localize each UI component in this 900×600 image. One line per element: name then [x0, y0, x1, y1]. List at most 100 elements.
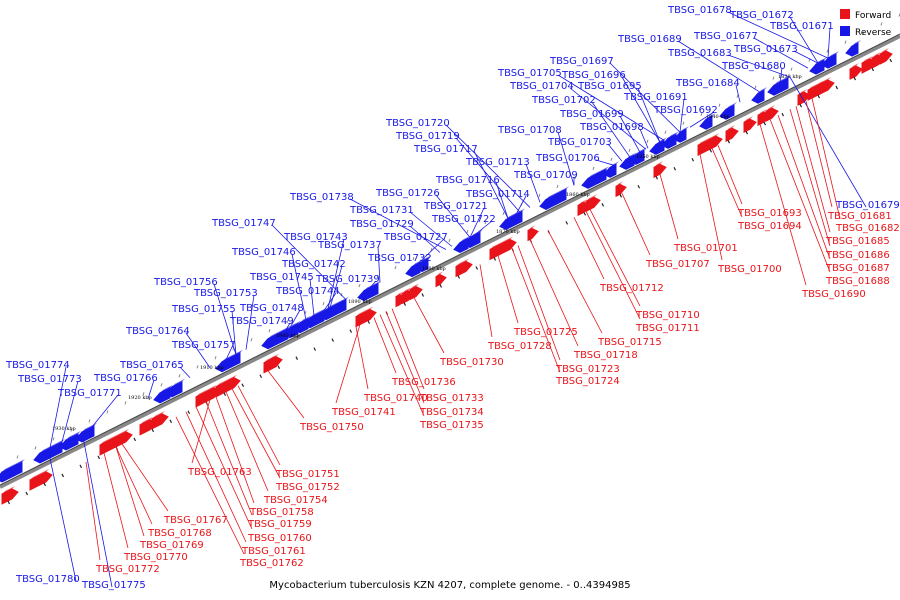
forward-gene-29[interactable]	[765, 107, 779, 122]
forward-gene-label[interactable]: TBSG_01723	[555, 364, 620, 375]
forward-gene-label[interactable]: TBSG_01728	[487, 341, 552, 352]
forward-gene-label[interactable]: TBSG_01715	[597, 337, 662, 348]
reverse-gene-label[interactable]: TBSG_01709	[513, 170, 578, 181]
reverse-gene-label[interactable]: TBSG_01765	[119, 360, 184, 371]
forward-gene-32[interactable]	[817, 79, 835, 96]
reverse-gene-label[interactable]: TBSG_01706	[535, 153, 600, 164]
reverse-gene-label[interactable]: TBSG_01738	[289, 192, 354, 203]
forward-gene-27[interactable]	[743, 118, 757, 133]
reverse-gene-label[interactable]: TBSG_01705	[497, 68, 562, 79]
reverse-gene-label[interactable]: TBSG_01719	[395, 131, 460, 142]
forward-gene-label[interactable]: TBSG_01761	[241, 546, 306, 557]
forward-gene-4[interactable]	[151, 413, 169, 430]
reverse-gene-label[interactable]: TBSG_01743	[283, 232, 348, 243]
forward-gene-label[interactable]: TBSG_01735	[419, 420, 484, 431]
reverse-gene-label[interactable]: TBSG_01684	[675, 78, 740, 89]
reverse-gene-label[interactable]: TBSG_01696	[561, 70, 626, 81]
forward-gene-1[interactable]	[29, 471, 53, 491]
reverse-gene-label[interactable]: TBSG_01748	[239, 303, 304, 314]
reverse-gene-8[interactable]	[261, 327, 289, 350]
forward-gene-label[interactable]: TBSG_01700	[717, 264, 782, 275]
reverse-gene-32[interactable]	[719, 104, 735, 120]
reverse-gene-label[interactable]: TBSG_01756	[153, 277, 218, 288]
reverse-gene-label[interactable]: TBSG_01774	[5, 360, 70, 371]
reverse-gene-label[interactable]: TBSG_01699	[559, 109, 624, 120]
reverse-gene-label[interactable]: TBSG_01689	[617, 34, 682, 45]
reverse-gene-label[interactable]: TBSG_01755	[171, 304, 236, 315]
reverse-gene-2[interactable]	[59, 433, 79, 451]
reverse-gene-label[interactable]: TBSG_01720	[385, 118, 450, 129]
forward-gene-label[interactable]: TBSG_01760	[247, 533, 312, 544]
reverse-gene-label[interactable]: TBSG_01726	[375, 188, 440, 199]
forward-gene-label[interactable]: TBSG_01682	[835, 223, 900, 234]
forward-gene-label[interactable]: TBSG_01710	[635, 310, 700, 321]
forward-gene-label[interactable]: TBSG_01752	[275, 482, 340, 493]
reverse-gene-4[interactable]	[153, 387, 171, 404]
forward-gene-label[interactable]: TBSG_01754	[263, 495, 328, 506]
reverse-gene-29[interactable]	[661, 133, 677, 149]
reverse-gene-label[interactable]: TBSG_01677	[693, 31, 758, 42]
forward-gene-label[interactable]: TBSG_01762	[239, 558, 304, 569]
reverse-gene-label[interactable]: TBSG_01742	[281, 259, 346, 270]
forward-gene-label[interactable]: TBSG_01690	[801, 289, 866, 300]
reverse-gene-label[interactable]: TBSG_01704	[509, 81, 574, 92]
forward-gene-26[interactable]	[725, 127, 739, 143]
reverse-gene-label[interactable]: TBSG_01717	[413, 144, 478, 155]
forward-gene-label[interactable]: TBSG_01751	[275, 469, 340, 480]
forward-gene-label[interactable]: TBSG_01763	[187, 467, 252, 478]
forward-gene-22[interactable]	[615, 183, 627, 198]
reverse-gene-label[interactable]: TBSG_01697	[549, 56, 614, 67]
reverse-gene-31[interactable]	[699, 115, 713, 130]
reverse-gene-label[interactable]: TBSG_01671	[769, 21, 834, 32]
forward-gene-label[interactable]: TBSG_01687	[825, 263, 890, 274]
reverse-gene-label[interactable]: TBSG_01744	[275, 286, 340, 297]
forward-gene-label[interactable]: TBSG_01758	[249, 507, 314, 518]
forward-gene-label[interactable]: TBSG_01686	[825, 250, 890, 261]
reverse-gene-18[interactable]	[463, 231, 481, 249]
reverse-gene-label[interactable]: TBSG_01766	[93, 373, 158, 384]
reverse-gene-label[interactable]: TBSG_01716	[435, 175, 500, 186]
forward-gene-label[interactable]: TBSG_01724	[555, 376, 620, 387]
forward-gene-label[interactable]: TBSG_01730	[439, 357, 504, 368]
reverse-gene-28[interactable]	[649, 139, 665, 155]
reverse-gene-label[interactable]: TBSG_01672	[729, 10, 794, 21]
reverse-gene-label[interactable]: TBSG_01722	[431, 214, 496, 225]
forward-gene-25[interactable]	[709, 135, 723, 151]
reverse-gene-label[interactable]: TBSG_01753	[193, 288, 258, 299]
forward-gene-label[interactable]: TBSG_01734	[419, 407, 484, 418]
forward-gene-33[interactable]	[849, 65, 863, 80]
reverse-gene-24[interactable]	[591, 168, 607, 184]
forward-gene-label[interactable]: TBSG_01768	[147, 528, 212, 539]
reverse-gene-label[interactable]: TBSG_01757	[171, 340, 236, 351]
forward-gene-label[interactable]: TBSG_01718	[573, 350, 638, 361]
reverse-gene-label[interactable]: TBSG_01773	[17, 374, 82, 385]
forward-gene-label[interactable]: TBSG_01681	[827, 211, 892, 222]
reverse-gene-38[interactable]	[845, 42, 859, 57]
forward-gene-label[interactable]: TBSG_01688	[825, 276, 890, 287]
reverse-gene-label[interactable]: TBSG_01702	[531, 95, 596, 106]
reverse-gene-label[interactable]: TBSG_01749	[229, 316, 294, 327]
reverse-gene-33[interactable]	[751, 89, 765, 104]
reverse-gene-3[interactable]	[75, 425, 95, 443]
reverse-gene-label[interactable]: TBSG_01691	[623, 92, 688, 103]
reverse-gene-35[interactable]	[775, 77, 789, 92]
forward-gene-0[interactable]	[1, 488, 19, 505]
forward-gene-21[interactable]	[585, 196, 601, 213]
reverse-gene-label[interactable]: TBSG_01729	[349, 219, 414, 230]
reverse-gene-label[interactable]: TBSG_01698	[579, 122, 644, 133]
reverse-gene-label[interactable]: TBSG_01708	[497, 125, 562, 136]
forward-gene-label[interactable]: TBSG_01711	[635, 323, 700, 334]
forward-gene-label[interactable]: TBSG_01707	[645, 259, 710, 270]
forward-gene-label[interactable]: TBSG_01733	[419, 393, 484, 404]
reverse-gene-label[interactable]: TBSG_01764	[125, 326, 190, 337]
reverse-gene-0[interactable]	[0, 461, 23, 483]
reverse-gene-20[interactable]	[507, 210, 523, 226]
reverse-gene-label[interactable]: TBSG_01746	[231, 247, 296, 258]
reverse-gene-label[interactable]: TBSG_01737	[317, 240, 382, 251]
forward-gene-10[interactable]	[269, 356, 283, 371]
forward-gene-label[interactable]: TBSG_01759	[247, 519, 312, 530]
reverse-gene-label[interactable]: TBSG_01678	[667, 5, 732, 16]
forward-gene-label[interactable]: TBSG_01769	[139, 540, 204, 551]
forward-gene-19[interactable]	[527, 227, 539, 242]
reverse-gene-26[interactable]	[619, 154, 635, 170]
